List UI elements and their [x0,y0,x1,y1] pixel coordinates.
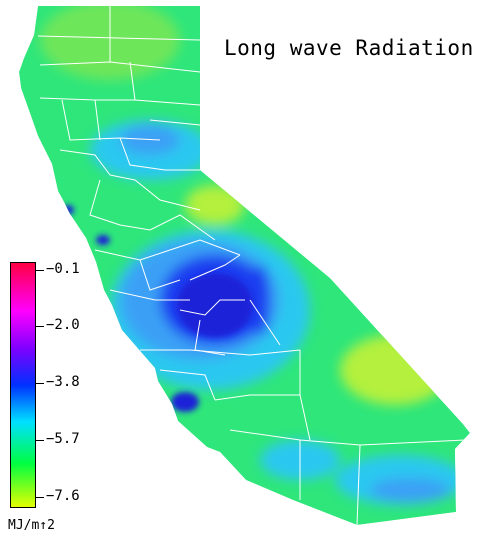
legend-unit: MJ/m↑2 [8,518,55,533]
radiation-field [19,6,470,525]
sierra-blue-area [250,265,270,335]
colorbar-frame [10,262,36,508]
bay-deep-blue-spot [62,205,74,215]
legend-tick-label: −5.7 [46,431,80,447]
map-title: Long wave Radiation [224,36,474,60]
coast-deep-blue-spot [171,392,199,412]
legend-tick [36,326,44,327]
southeast-light-blue-area [370,478,450,502]
bay-inner-deep-blue-spot [96,235,110,245]
legend-tick [36,497,44,498]
colorbar [10,262,36,508]
legend-tick [36,270,44,271]
legend-tick [36,383,44,384]
sierra-yellow-area [185,185,245,225]
legend-tick [36,440,44,441]
legend-tick-label: −3.8 [46,374,80,390]
county-boundaries [37,6,466,526]
legend-tick-label: −2.0 [46,317,80,333]
legend-tick-label: −7.6 [46,488,80,504]
desert-yellow-area [340,335,450,405]
legend-tick-label: −0.1 [46,261,80,277]
